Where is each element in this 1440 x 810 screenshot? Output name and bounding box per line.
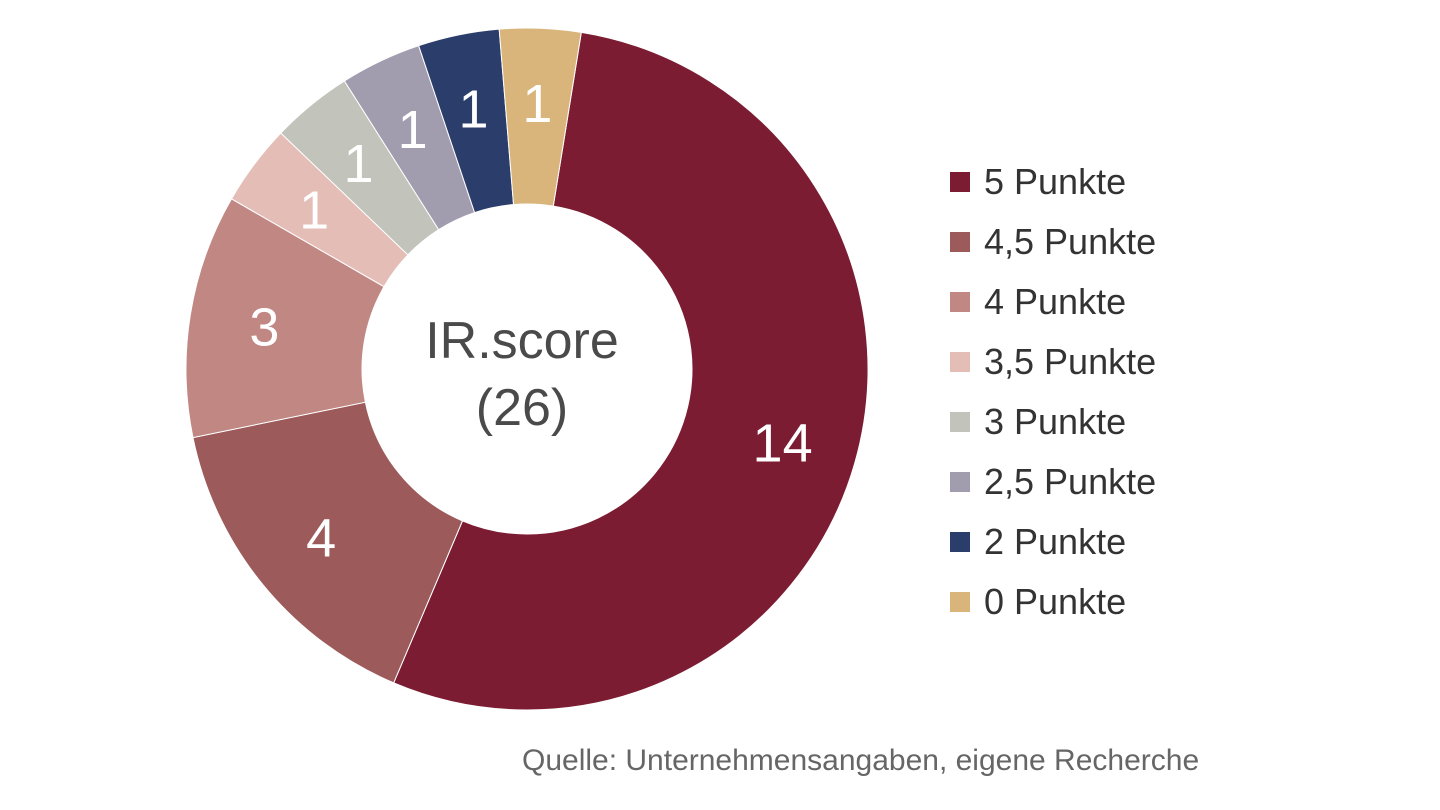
legend-swatch [950,412,970,432]
legend-item-2-5-punkte: 2,5 Punkte [950,452,1156,512]
slice-value-label-3-5-punkte: 1 [299,180,329,240]
legend-label: 4 Punkte [984,281,1127,322]
legend-item-3-punkte: 3 Punkte [950,392,1156,452]
legend-swatch [950,472,970,492]
legend-label: 4,5 Punkte [984,221,1157,262]
slice-value-label-4-5-punkte: 4 [306,508,336,568]
slice-value-label-5-punkte: 14 [753,414,813,474]
legend-label: 3 Punkte [984,401,1127,442]
legend-item-0-punkte: 0 Punkte [950,572,1156,632]
slice-value-label-4-punkte: 3 [249,298,279,358]
legend-item-4-punkte: 4 Punkte [950,272,1156,332]
source-note: Quelle: Unternehmensangaben, eigene Rech… [522,744,1200,777]
legend-swatch [950,232,970,252]
slice-value-label-3-punkte: 1 [344,134,374,194]
legend-label: 0 Punkte [984,581,1127,622]
legend-swatch [950,172,970,192]
legend-item-3-5-punkte: 3,5 Punkte [950,332,1156,392]
slice-0-punkte [498,27,582,207]
center-label-line-1: IR.score [425,312,619,370]
legend-swatch [950,292,970,312]
slice-4-5-punkte [192,401,464,684]
center-label-line-2: (26) [476,379,568,437]
slice-value-label-0-punkte: 1 [522,74,552,134]
legend-swatch [950,352,970,372]
legend-item-5-punkte: 5 Punkte [950,152,1156,212]
legend-label: 5 Punkte [984,161,1127,202]
legend: 5 Punkte 4,5 Punkte 4 Punkte 3,5 Punkte 3 Pu… [950,152,1156,632]
slice-5-punkte [393,31,869,711]
slice-value-label-2-punkte: 1 [458,79,488,139]
slice-value-label-2-5-punkte: 1 [398,100,428,160]
legend-label: 2,5 Punkte [984,461,1157,502]
legend-item-2-punkte: 2 Punkte [950,512,1156,572]
legend-swatch [950,592,970,612]
legend-item-4-5-punkte: 4,5 Punkte [950,212,1156,272]
legend-label: 3,5 Punkte [984,341,1157,382]
legend-swatch [950,532,970,552]
donut-slices [185,27,869,711]
legend-label: 2 Punkte [984,521,1127,562]
